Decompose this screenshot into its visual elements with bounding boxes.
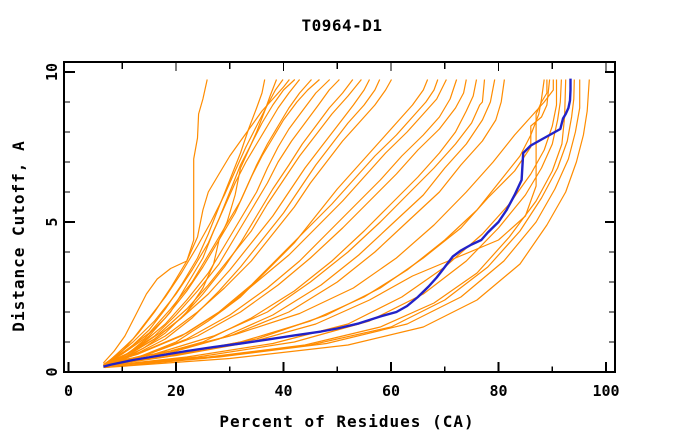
y-tick-label: 5: [43, 217, 61, 226]
prediction-model-curve: [104, 79, 266, 366]
x-tick-label: 40: [274, 382, 292, 400]
prediction-model-curve: [105, 79, 301, 367]
prediction-model-curve: [103, 79, 371, 366]
y-tick-label: 10: [43, 63, 61, 81]
y-tick-label: 0: [43, 367, 61, 376]
y-axis-title: Distance Cutoff, A: [9, 140, 28, 331]
prediction-model-curve: [104, 79, 590, 369]
x-tick-label: 80: [489, 382, 507, 400]
x-tick-label: 60: [382, 382, 400, 400]
prediction-model-curve: [106, 79, 548, 366]
x-tick-label: 100: [592, 382, 619, 400]
prediction-model-curve: [103, 79, 478, 367]
prediction-model-curve: [105, 79, 290, 364]
x-tick-label: 20: [167, 382, 185, 400]
prediction-model-curve: [105, 79, 340, 366]
plot-frame-and-ticks: [63, 61, 616, 373]
highlighted-model-curve: [103, 78, 572, 368]
prediction-model-curve: [105, 79, 447, 364]
prediction-model-curve: [106, 79, 562, 367]
plot-border: [63, 61, 616, 373]
chart-title: T0964-D1: [301, 16, 382, 35]
prediction-model-curve: [105, 79, 429, 367]
prediction-model-curve: [106, 79, 581, 367]
prediction-model-curve: [102, 79, 208, 364]
prediction-model-curve: [103, 79, 567, 367]
prediction-model-curve: [105, 79, 486, 366]
prediction-model-curve: [105, 79, 381, 367]
prediction-model-curve: [105, 79, 320, 364]
prediction-model-curve: [105, 79, 554, 364]
prediction-model-curve: [105, 79, 362, 364]
prediction-model-curve: [104, 79, 312, 366]
prediction-model-curve: [106, 79, 551, 366]
prediction-model-curve: [105, 79, 467, 366]
prediction-model-curve: [104, 79, 393, 366]
x-tick-label: 0: [64, 382, 73, 400]
prediction-model-curve: [104, 79, 458, 367]
prediction-model-curve: [103, 79, 284, 367]
model-curves-group: [102, 78, 590, 369]
x-axis-title: Percent of Residues (CA): [219, 412, 474, 431]
tick-labels-group: 0 20 40 60 80 100 0 5 10: [43, 63, 620, 400]
prediction-model-curve: [104, 79, 558, 367]
prediction-model-curve: [103, 79, 545, 367]
prediction-model-curve: [103, 79, 331, 367]
